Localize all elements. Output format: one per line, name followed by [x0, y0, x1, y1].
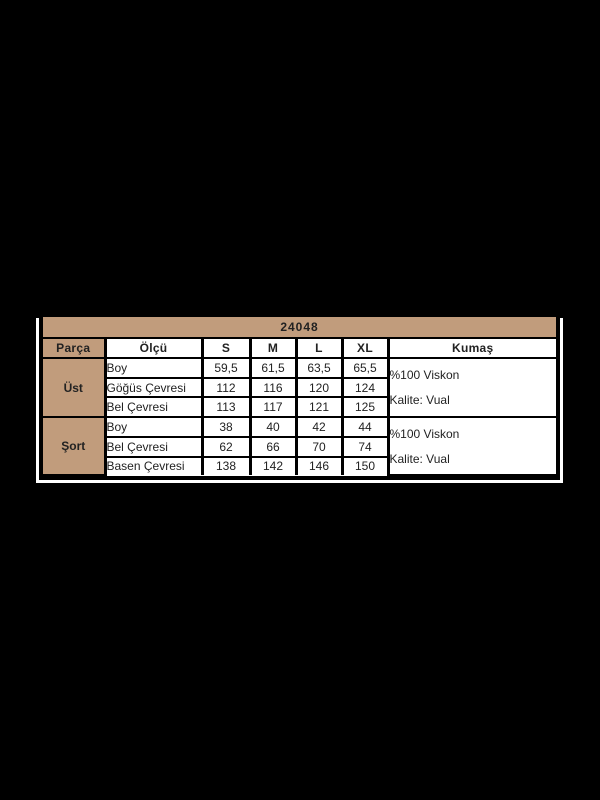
size-value-cell: 63,5 — [294, 357, 344, 379]
size-value-cell: 124 — [340, 376, 388, 399]
size-chart-table: 24048 Parça Ölçü S M L XL Kumaş Üst Boy … — [43, 317, 556, 476]
fabric-line: Kalite: Vual — [389, 451, 450, 466]
size-chart-block: 24048 Parça Ölçü S M L XL Kumaş Üst Boy … — [39, 313, 560, 480]
fabric-line: Kalite: Vual — [389, 393, 450, 408]
size-value-cell: 142 — [248, 455, 298, 475]
column-header-parca: Parça — [43, 337, 107, 359]
size-value-cell: 59,5 — [200, 357, 252, 379]
fabric-cell-ust: %100 Viskon Kalite: Vual — [386, 356, 556, 419]
part-cell-sort: Şort — [43, 416, 107, 476]
size-value-cell: 66 — [248, 435, 298, 458]
table-row: Basen Çevresi 138 142 146 150 — [43, 455, 556, 475]
measure-label-cell: Göğüs Çevresi — [105, 376, 204, 399]
table-row: Üst Boy 59,5 61,5 63,5 65,5 %100 Viskon … — [43, 356, 556, 419]
fabric-line: %100 Viskon — [389, 426, 460, 441]
size-value-cell: 65,5 — [340, 357, 390, 379]
size-value-cell: 42 — [294, 416, 344, 438]
size-value-cell: 61,5 — [248, 357, 298, 379]
column-header-kumas: Kumaş — [386, 337, 556, 359]
fabric-line: %100 Viskon — [389, 368, 460, 383]
size-value-cell: 121 — [294, 396, 344, 419]
table-title: 24048 — [43, 317, 556, 339]
size-value-cell: 74 — [340, 435, 388, 458]
column-header-m: M — [248, 337, 298, 359]
table-row: Şort Boy 38 40 42 44 %100 Viskon Kalite:… — [43, 416, 556, 476]
size-value-cell: 120 — [294, 376, 344, 399]
column-header-l: L — [294, 337, 344, 359]
size-value-cell: 146 — [294, 455, 344, 475]
measure-label-cell: Basen Çevresi — [105, 455, 204, 475]
column-header-s: S — [200, 337, 252, 359]
measure-label-cell: Boy — [103, 357, 204, 379]
size-value-cell: 112 — [200, 376, 252, 399]
size-value-cell: 113 — [200, 396, 252, 419]
table-row: Bel Çevresi 62 66 70 74 — [43, 435, 556, 458]
size-value-cell: 117 — [248, 396, 298, 419]
measure-label-cell: Boy — [103, 416, 204, 438]
title-row: 24048 — [43, 317, 556, 339]
size-value-cell: 138 — [200, 455, 252, 475]
fabric-cell-sort: %100 Viskon Kalite: Vual — [386, 416, 556, 476]
size-value-cell: 62 — [200, 435, 252, 458]
size-value-cell: 70 — [294, 435, 344, 458]
column-header-olcu: Ölçü — [103, 337, 204, 359]
measure-label-cell: Bel Çevresi — [105, 435, 204, 458]
size-value-cell: 40 — [248, 416, 298, 438]
size-value-cell: 150 — [340, 455, 388, 475]
column-header-xl: XL — [340, 337, 390, 359]
size-value-cell: 116 — [248, 376, 298, 399]
measure-label-cell: Bel Çevresi — [105, 396, 204, 419]
part-cell-ust: Üst — [43, 356, 107, 419]
header-row: Parça Ölçü S M L XL Kumaş — [43, 337, 556, 359]
size-value-cell: 38 — [200, 416, 252, 438]
table-row: Göğüs Çevresi 112 116 120 124 — [43, 376, 556, 399]
table-row: Bel Çevresi 113 117 121 125 — [43, 396, 556, 419]
size-value-cell: 125 — [340, 396, 388, 419]
size-value-cell: 44 — [340, 416, 390, 438]
